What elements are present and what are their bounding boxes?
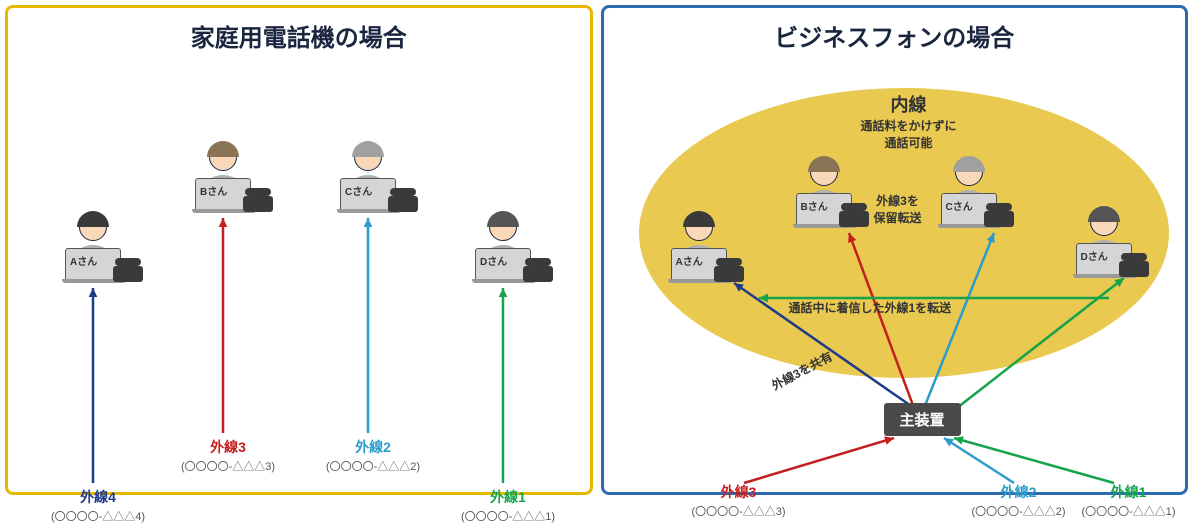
naisen-label: 内線通話料をかけずに通話可能 bbox=[844, 93, 974, 152]
line-label: 外線1(〇〇〇〇-△△△1) bbox=[1074, 483, 1184, 519]
right-title: ビジネスフォンの場合 bbox=[614, 18, 1176, 53]
home-phone-panel: 家庭用電話機の場合 外線4(〇〇〇〇-△△△4)外線3(〇〇〇〇-△△△3)外線… bbox=[5, 5, 593, 495]
line-label: 外線2(〇〇〇〇-△△△2) bbox=[964, 483, 1074, 519]
phone-icon bbox=[714, 258, 744, 282]
left-title: 家庭用電話機の場合 bbox=[18, 18, 580, 53]
line-label: 外線1(〇〇〇〇-△△△1) bbox=[453, 488, 563, 524]
transfer-note: 外線3を保留転送 bbox=[874, 193, 922, 227]
right-diagram: 外線3(〇〇〇〇-△△△3)外線2(〇〇〇〇-△△△2)外線1(〇〇〇〇-△△△… bbox=[614, 63, 1176, 487]
pbx-box: 主装置 bbox=[884, 403, 961, 436]
left-diagram: 外線4(〇〇〇〇-△△△4)外線3(〇〇〇〇-△△△3)外線2(〇〇〇〇-△△△… bbox=[18, 63, 580, 487]
phone-icon bbox=[523, 258, 553, 282]
phone-icon bbox=[839, 203, 869, 227]
phone-icon bbox=[388, 188, 418, 212]
phone-icon bbox=[243, 188, 273, 212]
line-label: 外線3(〇〇〇〇-△△△3) bbox=[684, 483, 794, 519]
phone-icon bbox=[984, 203, 1014, 227]
line-label: 外線3(〇〇〇〇-△△△3) bbox=[173, 438, 283, 474]
business-phone-panel: ビジネスフォンの場合 外線3(〇〇〇〇-△△△3)外線2(〇〇〇〇-△△△2)外… bbox=[601, 5, 1189, 495]
line-label: 外線4(〇〇〇〇-△△△4) bbox=[43, 488, 153, 524]
transfer-note: 通話中に着信した外線1を転送 bbox=[789, 300, 952, 317]
phone-icon bbox=[1119, 253, 1149, 277]
phone-icon bbox=[113, 258, 143, 282]
line-label: 外線2(〇〇〇〇-△△△2) bbox=[318, 438, 428, 474]
